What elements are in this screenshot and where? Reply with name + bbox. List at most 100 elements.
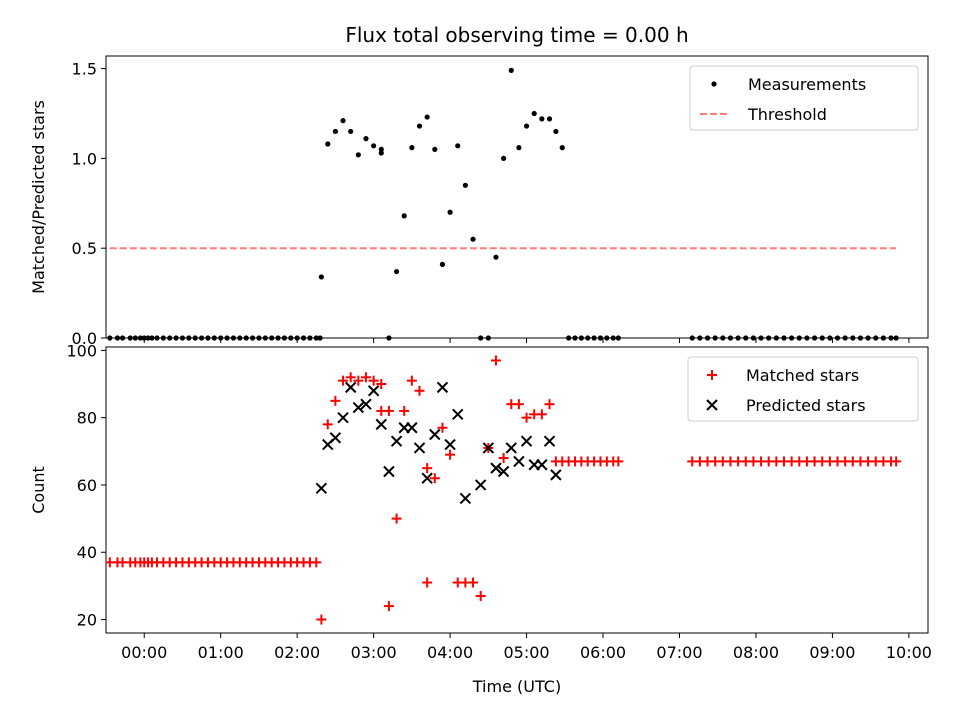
measurement-point (224, 335, 230, 341)
matched-star-point (311, 557, 322, 568)
x-b (497, 465, 510, 478)
y-axis-label: Matched/Predicted stars (29, 100, 48, 294)
measurement-point (842, 335, 848, 341)
measurement-point (149, 335, 155, 341)
matched-star-point (445, 449, 456, 460)
measurement-point (735, 335, 741, 341)
matched-star-point (406, 375, 417, 386)
matched-star-point (368, 375, 379, 386)
measurement-point (591, 335, 597, 341)
predicted-star-point (520, 435, 533, 447)
measurement-point (585, 335, 591, 341)
y-axis-label: Count (29, 466, 48, 514)
legend-label: Predicted stars (746, 396, 866, 415)
predicted-star-point (536, 459, 548, 471)
measurement-point (880, 335, 886, 341)
measurement-point (107, 335, 113, 341)
measurement-point (501, 155, 507, 161)
matched-star-point (330, 395, 341, 406)
measurement-point (378, 150, 384, 156)
measurement-point (873, 335, 879, 341)
x-b (375, 418, 387, 431)
plot-frame (105, 55, 929, 339)
y-tick-label: 40 (77, 543, 97, 562)
x-tick-label: 08:00 (733, 643, 779, 662)
measurement-point (773, 335, 779, 341)
y-tick-label: 1.0 (72, 149, 97, 168)
measurement-point (119, 335, 126, 341)
predicted-star-point (329, 432, 342, 444)
measurement-point (804, 335, 810, 341)
measurement-point (288, 335, 294, 341)
measurement-point (539, 116, 545, 122)
matched-star-point (345, 372, 356, 383)
y-tick-label: 0.0 (72, 329, 97, 348)
measurement-point (325, 141, 331, 147)
measurement-point (432, 146, 438, 153)
measurement-point (313, 335, 319, 341)
predicted-star-point (360, 398, 372, 410)
measurement-point (566, 335, 572, 341)
measurement-point (114, 335, 121, 341)
measurement-point (610, 335, 616, 341)
x-tick-label: 05:00 (504, 643, 550, 662)
matched-star-point (360, 372, 371, 383)
x-b (406, 422, 418, 434)
legend-label: Threshold (747, 105, 827, 124)
predicted-star-point (482, 442, 495, 454)
measurement-point (811, 335, 818, 341)
predicted-star-point (390, 435, 403, 447)
x-b (337, 411, 349, 424)
predicted-star-point (490, 462, 502, 474)
y-tick-label: 0.5 (72, 239, 97, 258)
x-tick-label: 07:00 (656, 643, 702, 662)
legend-label: Measurements (748, 75, 866, 94)
x-tick-label: 03:00 (351, 643, 397, 662)
y-tick-label: 20 (77, 611, 97, 630)
x-axis-label: Time (UTC) (472, 677, 561, 696)
plot-frame (105, 346, 929, 634)
chart-title: Flux total observing time = 0.00 h (345, 23, 688, 47)
legend: Matched stars Predicted stars (687, 356, 919, 422)
measurement-point (834, 335, 841, 341)
predicted-star-point (513, 455, 525, 468)
x-b (344, 381, 357, 394)
measurement-point (132, 335, 138, 341)
measurement-point (712, 335, 718, 341)
measurement-point (249, 335, 256, 341)
measurement-point (256, 335, 262, 341)
legend-marker-dot (711, 81, 717, 87)
x-b (459, 492, 472, 505)
x-b (352, 401, 365, 414)
x-b (536, 459, 548, 471)
measurement-point (160, 335, 166, 341)
measurement-point (827, 335, 833, 341)
measurement-point (167, 335, 173, 341)
measurement-point (205, 335, 211, 341)
matched-star-point (475, 590, 486, 601)
measurement-point (218, 335, 224, 341)
x-tick-label: 10:00 (886, 643, 932, 662)
measurement-point (689, 335, 695, 341)
measurement-point (727, 335, 734, 341)
x-b (474, 479, 487, 491)
measurement-point (262, 335, 268, 341)
measurement-point (179, 335, 186, 341)
legend: Measurements Threshold (689, 65, 919, 131)
x-tick-label: 04:00 (427, 643, 473, 662)
measurement-point (348, 128, 354, 135)
x-b (421, 472, 433, 484)
measurement-point (493, 254, 499, 260)
measurement-point (281, 335, 288, 341)
measurement-point (743, 335, 749, 341)
x-b (513, 455, 525, 468)
predicted-star-point (436, 381, 449, 394)
measurement-point (704, 335, 711, 341)
predicted-star-point (459, 492, 472, 505)
measurement-point (243, 335, 249, 341)
predicted-star-point (543, 435, 556, 447)
measurement-point (615, 335, 621, 341)
matched-star-point (422, 577, 433, 588)
measurement-point (424, 114, 430, 120)
